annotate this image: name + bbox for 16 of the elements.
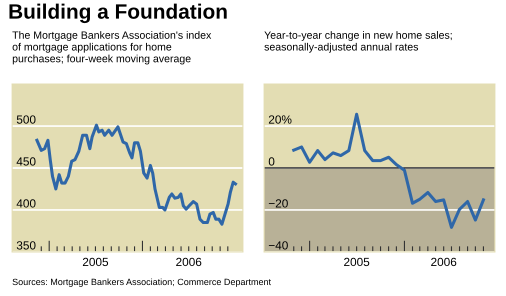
- x-tick-label: 2005: [82, 258, 108, 266]
- y-tick-label: −40: [268, 241, 288, 250]
- y-tick-label: 20%: [268, 115, 292, 124]
- x-tick-label: 2006: [176, 258, 202, 266]
- y-tick-label: 400: [16, 199, 36, 208]
- y-tick-label: 0: [268, 157, 274, 166]
- y-tick-label: 500: [16, 115, 36, 124]
- chart-subtitle: Year-to-year change in new home sales; seasonally-adjusted annual rates: [264, 31, 452, 53]
- chart-subtitle: The Mortgage Bankers Association's index of mortgage applications for home purchases; four-week moving average: [12, 31, 212, 64]
- y-tick-label: 450: [16, 157, 36, 166]
- x-tick-label: 2005: [344, 258, 370, 266]
- y-tick-label: −20: [268, 199, 288, 208]
- y-tick-label: 350: [16, 241, 36, 250]
- source-note: Sources: Mortgage Bankers Association; Commerce Department: [12, 278, 271, 287]
- x-tick-label: 2006: [431, 258, 456, 266]
- chart-title: Building a Foundation: [9, 4, 227, 24]
